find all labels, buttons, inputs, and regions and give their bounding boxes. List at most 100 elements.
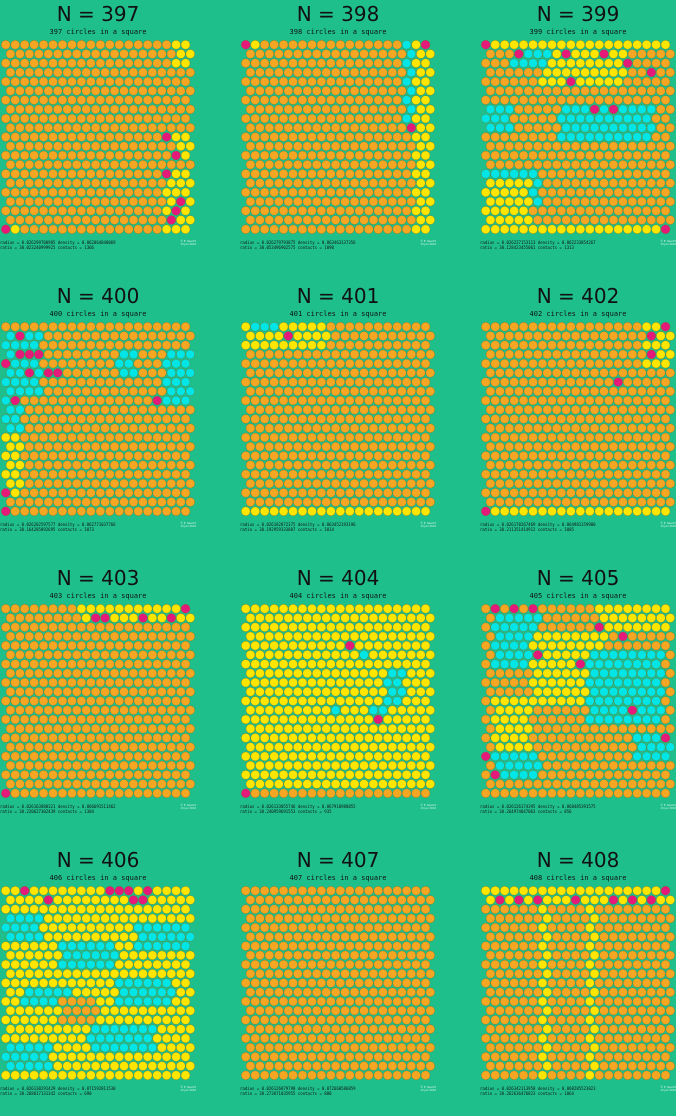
packing-circle [411, 432, 421, 443]
packing-circle [623, 187, 633, 198]
packing-circle [161, 95, 172, 105]
packing-circle [302, 178, 312, 188]
packing-circle [38, 469, 49, 480]
packing-circle [10, 1033, 20, 1044]
packing-circle [57, 451, 68, 461]
packing-circle [81, 687, 91, 697]
packing-circle [38, 941, 49, 951]
packing-circle [48, 395, 58, 406]
packing-circle [20, 677, 30, 688]
packing-circle [288, 488, 298, 498]
packing-circle [255, 779, 265, 789]
packing-circle [608, 368, 619, 378]
packing-circle [651, 696, 661, 706]
packing-circle [604, 604, 614, 614]
packing-circle [368, 1061, 379, 1071]
packing-circle [646, 215, 656, 225]
packing-circle [528, 224, 538, 234]
packing-circle [119, 613, 129, 623]
packing-circle [288, 506, 298, 516]
packing-circle [255, 1006, 265, 1016]
packing-circle [161, 150, 172, 161]
packing-circle [383, 58, 393, 68]
packing-circle [604, 996, 614, 1007]
packing-circle [43, 386, 53, 396]
packing-circle [623, 978, 633, 988]
packing-circle [618, 779, 628, 789]
packing-circle [119, 1061, 129, 1071]
packing-circle [373, 922, 383, 933]
packing-circle [392, 733, 402, 743]
packing-circle [57, 506, 68, 516]
packing-circle [608, 215, 619, 225]
packing-circle [359, 1042, 369, 1053]
packing-circle [255, 932, 265, 942]
packing-circle [161, 751, 172, 762]
packing-circle [416, 49, 426, 59]
packing-circle [485, 160, 496, 170]
packing-circle [604, 659, 614, 669]
packing-circle [656, 895, 666, 905]
packing-circle [618, 405, 628, 415]
packing-circle [383, 340, 393, 350]
packing-circle [416, 497, 426, 507]
packing-circle [537, 751, 548, 762]
packing-circle [124, 922, 134, 933]
packing-circle [1, 95, 11, 105]
packing-circle [241, 150, 251, 161]
packing-circle [288, 132, 298, 142]
packing-circle [518, 132, 529, 142]
packing-circle [15, 104, 25, 114]
packing-circle [637, 460, 647, 470]
packing-circle [95, 322, 106, 332]
packing-circle [297, 58, 308, 68]
packing-circle [575, 132, 586, 142]
packing-circle [537, 640, 548, 651]
packing-circle [425, 987, 435, 997]
packing-circle [171, 1052, 181, 1062]
packing-circle [38, 340, 49, 350]
packing-circle [589, 196, 600, 207]
packing-circle [420, 395, 431, 406]
packing-circle [90, 497, 101, 507]
packing-circle [656, 123, 666, 133]
packing-circle [255, 913, 265, 924]
packing-circle [420, 677, 431, 688]
packing-circle [302, 141, 312, 151]
packing-circle [599, 104, 609, 114]
packing-circle [387, 650, 398, 660]
packing-circle [580, 969, 590, 979]
packing-circle [283, 386, 293, 396]
packing-circle [406, 895, 416, 905]
packing-circle [81, 442, 91, 452]
packing-circle [345, 451, 355, 461]
packing-circle [29, 76, 39, 87]
packing-circle [495, 650, 505, 660]
packing-circle [34, 950, 44, 960]
packing-circle [604, 95, 614, 105]
packing-circle [533, 760, 543, 771]
packing-circle [250, 959, 260, 970]
packing-circle [48, 377, 58, 387]
packing-circle [105, 40, 115, 50]
packing-circle [43, 895, 53, 905]
packing-circle [547, 659, 557, 669]
packing-circle [485, 760, 496, 771]
packing-circle [264, 895, 275, 905]
packing-circle [490, 640, 500, 651]
packing-circle [485, 742, 496, 752]
packing-circle [152, 58, 162, 68]
packing-circle [15, 123, 25, 133]
packing-circle [278, 187, 289, 198]
packing-circle [500, 770, 510, 780]
packing-circle [72, 987, 82, 997]
packing-circle [321, 969, 331, 979]
packing-circle [623, 659, 633, 669]
packing-circle [321, 215, 331, 225]
packing-circle [495, 779, 505, 789]
packing-circle [575, 113, 586, 124]
packing-circle [556, 604, 567, 614]
packing-circle [523, 724, 533, 734]
packing-circle [241, 978, 251, 988]
packing-circle [124, 488, 134, 498]
